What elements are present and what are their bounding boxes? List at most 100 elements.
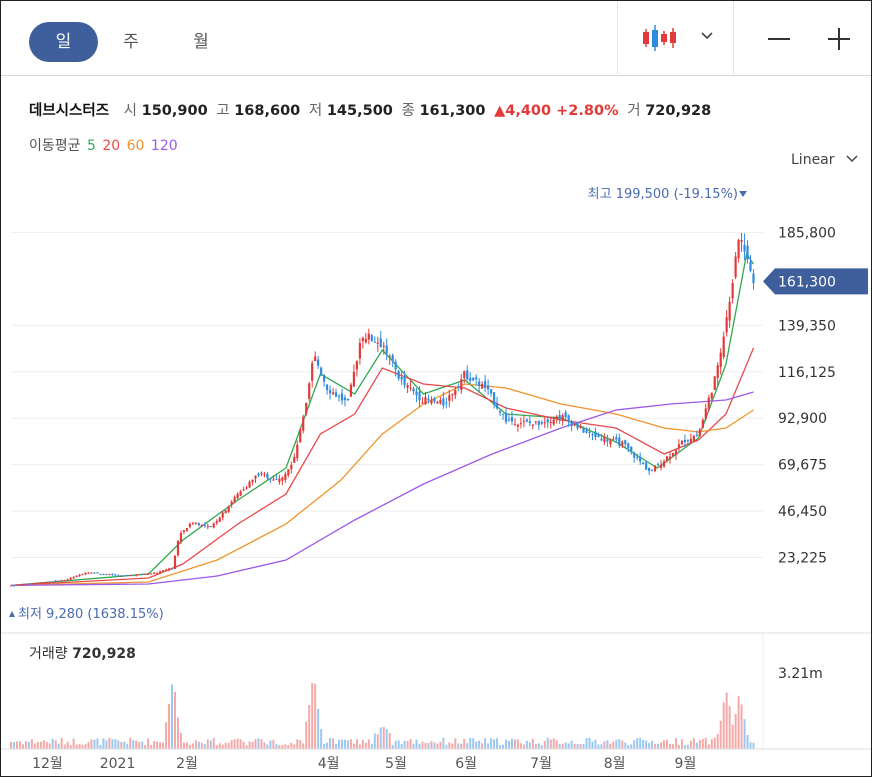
candle-body bbox=[84, 572, 87, 575]
candle-body bbox=[576, 422, 579, 429]
volume-bar bbox=[487, 743, 490, 749]
volume-bar bbox=[78, 744, 81, 749]
candle-body bbox=[418, 392, 421, 401]
volume-bar bbox=[346, 740, 349, 749]
volume-bar bbox=[481, 743, 484, 749]
candle-body bbox=[328, 390, 332, 394]
volume-bar bbox=[12, 742, 15, 749]
volume-bar bbox=[349, 739, 352, 749]
volume-bar bbox=[314, 683, 317, 749]
candle-body bbox=[740, 239, 743, 242]
y-tick-label: 139,350 bbox=[778, 318, 836, 334]
candle-body bbox=[218, 517, 221, 522]
candle-body bbox=[191, 523, 194, 525]
tab-month[interactable]: 월 bbox=[193, 32, 209, 52]
volume-bar bbox=[36, 742, 39, 749]
volume-bar bbox=[663, 740, 666, 749]
candle-body bbox=[621, 441, 624, 446]
candle-body bbox=[433, 398, 436, 402]
candle-body bbox=[102, 573, 105, 575]
volume-bar bbox=[123, 741, 126, 749]
tab-week[interactable]: 주 bbox=[123, 32, 139, 52]
volume-bar bbox=[338, 739, 341, 749]
price-change: ▲4,400 +2.80% bbox=[494, 103, 619, 119]
volume-bar bbox=[412, 743, 415, 749]
candle-body bbox=[504, 412, 508, 422]
candle-body bbox=[421, 402, 424, 404]
candle-body bbox=[633, 452, 636, 458]
candle-body bbox=[167, 568, 171, 571]
candle-body bbox=[248, 481, 251, 488]
volume-bar bbox=[355, 739, 358, 749]
volume-bar bbox=[475, 741, 478, 749]
volume-bar bbox=[182, 742, 185, 749]
volume-bar bbox=[168, 703, 171, 749]
candle-body bbox=[230, 501, 233, 505]
candle-body bbox=[659, 464, 663, 468]
volume-bar bbox=[752, 742, 755, 749]
candle-body bbox=[460, 379, 463, 390]
chart-type-selector[interactable] bbox=[617, 1, 734, 74]
ma-5-label: 5 bbox=[86, 138, 96, 154]
volume-bar bbox=[394, 740, 397, 749]
candle-body bbox=[343, 397, 347, 401]
candle-body bbox=[513, 424, 517, 426]
volume-bar bbox=[218, 743, 221, 749]
volume-bar bbox=[251, 741, 254, 749]
volume-bar bbox=[343, 739, 346, 749]
candle-body bbox=[224, 510, 227, 514]
volume-label: 거래량 720,928 bbox=[29, 646, 136, 662]
candle-body bbox=[519, 423, 523, 425]
candle-body bbox=[555, 416, 558, 419]
volume-bar bbox=[48, 743, 51, 749]
zoom-out-button[interactable] bbox=[758, 19, 798, 59]
candle-body bbox=[436, 401, 439, 404]
volume-bar bbox=[239, 739, 242, 749]
volume-bar bbox=[549, 739, 552, 749]
volume-bar bbox=[93, 739, 96, 749]
volume-bar bbox=[326, 742, 329, 749]
minus-icon bbox=[768, 38, 790, 40]
candle-body bbox=[182, 530, 186, 533]
volume-bar bbox=[463, 738, 466, 749]
candle-body bbox=[129, 575, 132, 577]
x-tick-label: 7월 bbox=[530, 756, 552, 772]
candle-body bbox=[361, 337, 364, 341]
candle-body bbox=[737, 239, 740, 259]
volume-bar bbox=[469, 737, 472, 749]
candle-body bbox=[686, 440, 689, 442]
volume-bar bbox=[84, 744, 87, 749]
candle-body bbox=[9, 585, 13, 587]
candle-body bbox=[469, 377, 472, 381]
candle-body bbox=[48, 581, 51, 583]
volume-bar bbox=[230, 740, 233, 749]
tab-day[interactable]: 일 bbox=[29, 22, 98, 62]
candle-body bbox=[683, 440, 687, 443]
volume-bar bbox=[144, 744, 147, 749]
candle-body bbox=[713, 376, 716, 390]
candle-body bbox=[337, 395, 341, 397]
candle-body bbox=[179, 532, 183, 543]
volume-bar bbox=[525, 740, 528, 749]
candle-body bbox=[528, 421, 531, 424]
volume-bar bbox=[382, 726, 385, 749]
volume-bar bbox=[305, 721, 308, 749]
volume-bar bbox=[502, 744, 505, 749]
x-axis: 12월 2021 2월 4월 5월 6월 7월 8월 9월 bbox=[32, 756, 696, 772]
volume-bar bbox=[600, 744, 603, 749]
candle-body bbox=[594, 431, 597, 438]
volume-bar bbox=[573, 743, 576, 749]
volume-bar bbox=[147, 738, 150, 749]
candle-body bbox=[412, 388, 415, 392]
scale-dropdown[interactable]: Linear bbox=[791, 152, 859, 168]
volume-bar bbox=[579, 743, 582, 749]
volume-bar bbox=[150, 744, 153, 749]
volume-bar bbox=[546, 737, 549, 749]
close-value: 161,300 bbox=[419, 103, 486, 119]
zoom-in-button[interactable] bbox=[818, 19, 858, 59]
volume-bar bbox=[537, 743, 540, 749]
candle-body bbox=[36, 582, 39, 584]
candle-body bbox=[15, 584, 19, 586]
moving-average-legend[interactable]: 이동평균 5 20 60 120 bbox=[29, 135, 180, 155]
